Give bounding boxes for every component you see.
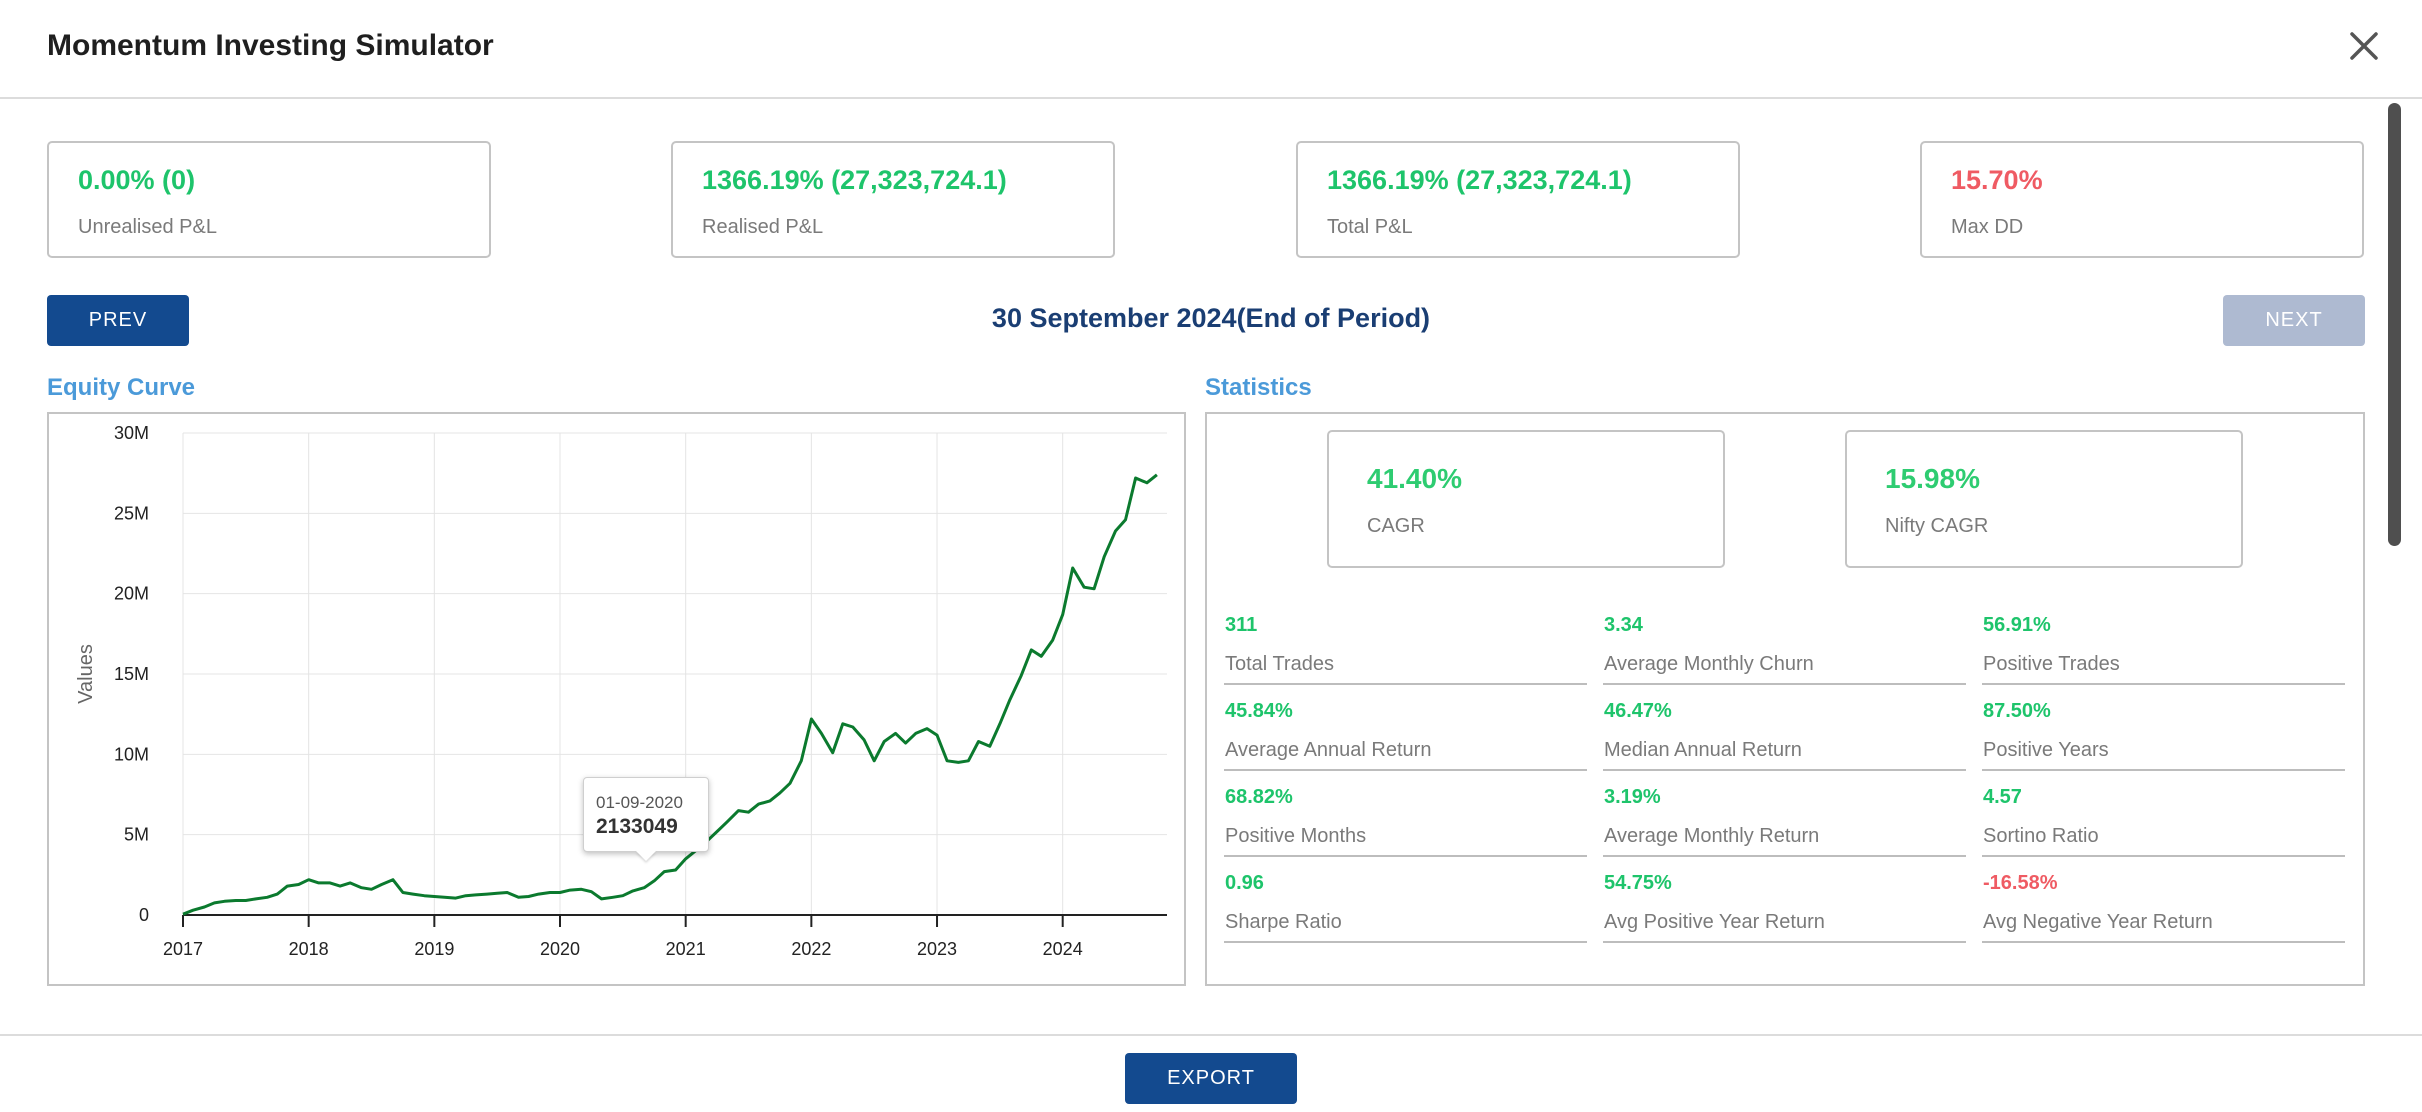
x-tick-label: 2019 <box>414 939 454 959</box>
y-axis-label: Values <box>75 644 97 704</box>
equity-chart-panel: 0 5M 10M 15M 20M 25M 30M 2017 2018 2019 2020 2021 20… <box>47 412 1186 986</box>
stat-label: Sortino Ratio <box>1983 825 2099 847</box>
tooltip-value: 2133049 <box>596 815 678 838</box>
stat-label: Average Annual Return <box>1225 739 1432 761</box>
total-pnl-value: 1366.19% (27,323,724.1) <box>1327 165 1632 195</box>
close-icon[interactable] <box>2346 28 2382 64</box>
y-tick-label: 20M <box>114 584 149 604</box>
equity-series-line <box>182 473 1158 916</box>
stat-label: Avg Negative Year Return <box>1983 911 2213 933</box>
stat-value: 0.96 <box>1225 872 1264 894</box>
y-tick-label: 25M <box>114 503 149 523</box>
stat-median-annual-return: 46.47% Median Annual Return <box>1603 698 1966 771</box>
stat-value: -16.58% <box>1983 872 2058 894</box>
stat-average-monthly-return: 3.19% Average Monthly Return <box>1603 784 1966 857</box>
prev-button[interactable]: PREV <box>47 295 189 346</box>
next-button[interactable]: NEXT <box>2223 295 2365 346</box>
stat-label: Average Monthly Return <box>1604 825 1820 847</box>
stat-average-monthly-churn: 3.34 Average Monthly Churn <box>1603 612 1966 685</box>
nifty-cagr-card: 15.98% Nifty CAGR <box>1845 430 2243 568</box>
x-tick-label: 2020 <box>540 939 580 959</box>
total-pnl-label: Total P&L <box>1327 216 1413 238</box>
unrealised-pnl-value: 0.00% (0) <box>78 165 196 195</box>
stat-label: Average Monthly Churn <box>1604 653 1814 675</box>
stat-label: Total Trades <box>1225 653 1334 675</box>
scrollbar-thumb[interactable] <box>2388 103 2401 546</box>
stat-sharpe-ratio: 0.96 Sharpe Ratio <box>1224 870 1587 943</box>
stat-positive-trades: 56.91% Positive Trades <box>1982 612 2345 685</box>
stat-positive-months: 68.82% Positive Months <box>1224 784 1587 857</box>
stat-value: 56.91% <box>1983 614 2051 636</box>
x-tick-label: 2022 <box>791 939 831 959</box>
stat-value: 87.50% <box>1983 700 2051 722</box>
statistics-panel <box>1205 412 2365 986</box>
stat-value: 4.57 <box>1983 786 2022 808</box>
stat-label: Sharpe Ratio <box>1225 911 1342 933</box>
tooltip-date: 01-09-2020 <box>596 793 683 812</box>
stat-value: 68.82% <box>1225 786 1293 808</box>
stat-label: Positive Months <box>1225 825 1367 847</box>
nifty-cagr-value: 15.98% <box>1885 463 1980 494</box>
stat-value: 3.19% <box>1604 786 1661 808</box>
realised-pnl-value: 1366.19% (27,323,724.1) <box>702 165 1007 195</box>
stat-sortino-ratio: 4.57 Sortino Ratio <box>1982 784 2345 857</box>
realised-pnl-card: 1366.19% (27,323,724.1) Realised P&L <box>671 141 1115 258</box>
unrealised-pnl-card: 0.00% (0) Unrealised P&L <box>47 141 491 258</box>
cagr-label: CAGR <box>1367 515 1425 537</box>
y-tick-label: 0 <box>139 905 149 925</box>
tooltip-arrow <box>636 851 656 861</box>
max-dd-card: 15.70% Max DD <box>1920 141 2364 258</box>
stat-total-trades: 311 Total Trades <box>1224 612 1587 685</box>
stat-avg-positive-year-return: 54.75% Avg Positive Year Return <box>1603 870 1966 943</box>
dialog-title: Momentum Investing Simulator <box>47 29 494 62</box>
realised-pnl-label: Realised P&L <box>702 216 824 238</box>
max-dd-value: 15.70% <box>1951 165 2043 195</box>
stat-value: 3.34 <box>1604 614 1643 636</box>
nifty-cagr-label: Nifty CAGR <box>1885 515 1989 537</box>
x-tick-label: 2017 <box>163 939 203 959</box>
stat-label: Positive Trades <box>1983 653 2120 675</box>
statistics-title: Statistics <box>1205 374 1312 401</box>
chart-tooltip: 01-09-2020 2133049 <box>583 777 709 861</box>
max-dd-label: Max DD <box>1951 216 2024 238</box>
stat-value: 45.84% <box>1225 700 1293 722</box>
x-tick-label: 2023 <box>917 939 957 959</box>
stat-value: 46.47% <box>1604 700 1672 722</box>
cagr-value: 41.40% <box>1367 463 1462 494</box>
stat-value: 311 <box>1225 614 1258 636</box>
stat-label: Positive Years <box>1983 739 2109 761</box>
equity-chart: 0 5M 10M 15M 20M 25M 30M 2017 2018 2019 2020 2021 20… <box>75 423 1167 959</box>
export-button[interactable]: EXPORT <box>1125 1053 1297 1104</box>
y-tick-label: 10M <box>114 744 149 764</box>
dialog-footer <box>0 1034 2422 1112</box>
stat-avg-negative-year-return: -16.58% Avg Negative Year Return <box>1982 870 2345 943</box>
period-label: 30 September 2024(End of Period) <box>991 303 1431 333</box>
stat-average-annual-return: 45.84% Average Annual Return <box>1224 698 1587 771</box>
x-tick-label: 2024 <box>1043 939 1083 959</box>
stat-label: Avg Positive Year Return <box>1604 911 1825 933</box>
equity-curve-title: Equity Curve <box>47 374 196 401</box>
x-tick-label: 2021 <box>666 939 706 959</box>
y-tick-label: 5M <box>124 825 149 845</box>
dialog-header: Momentum Investing Simulator <box>0 0 2422 99</box>
y-tick-label: 30M <box>114 423 149 443</box>
stat-positive-years: 87.50% Positive Years <box>1982 698 2345 771</box>
y-tick-label: 15M <box>114 664 149 684</box>
stat-value: 54.75% <box>1604 872 1672 894</box>
cagr-card: 41.40% CAGR <box>1327 430 1725 568</box>
total-pnl-card: 1366.19% (27,323,724.1) Total P&L <box>1296 141 1740 258</box>
x-tick-label: 2018 <box>289 939 329 959</box>
unrealised-pnl-label: Unrealised P&L <box>78 216 217 238</box>
stat-label: Median Annual Return <box>1604 739 1802 761</box>
